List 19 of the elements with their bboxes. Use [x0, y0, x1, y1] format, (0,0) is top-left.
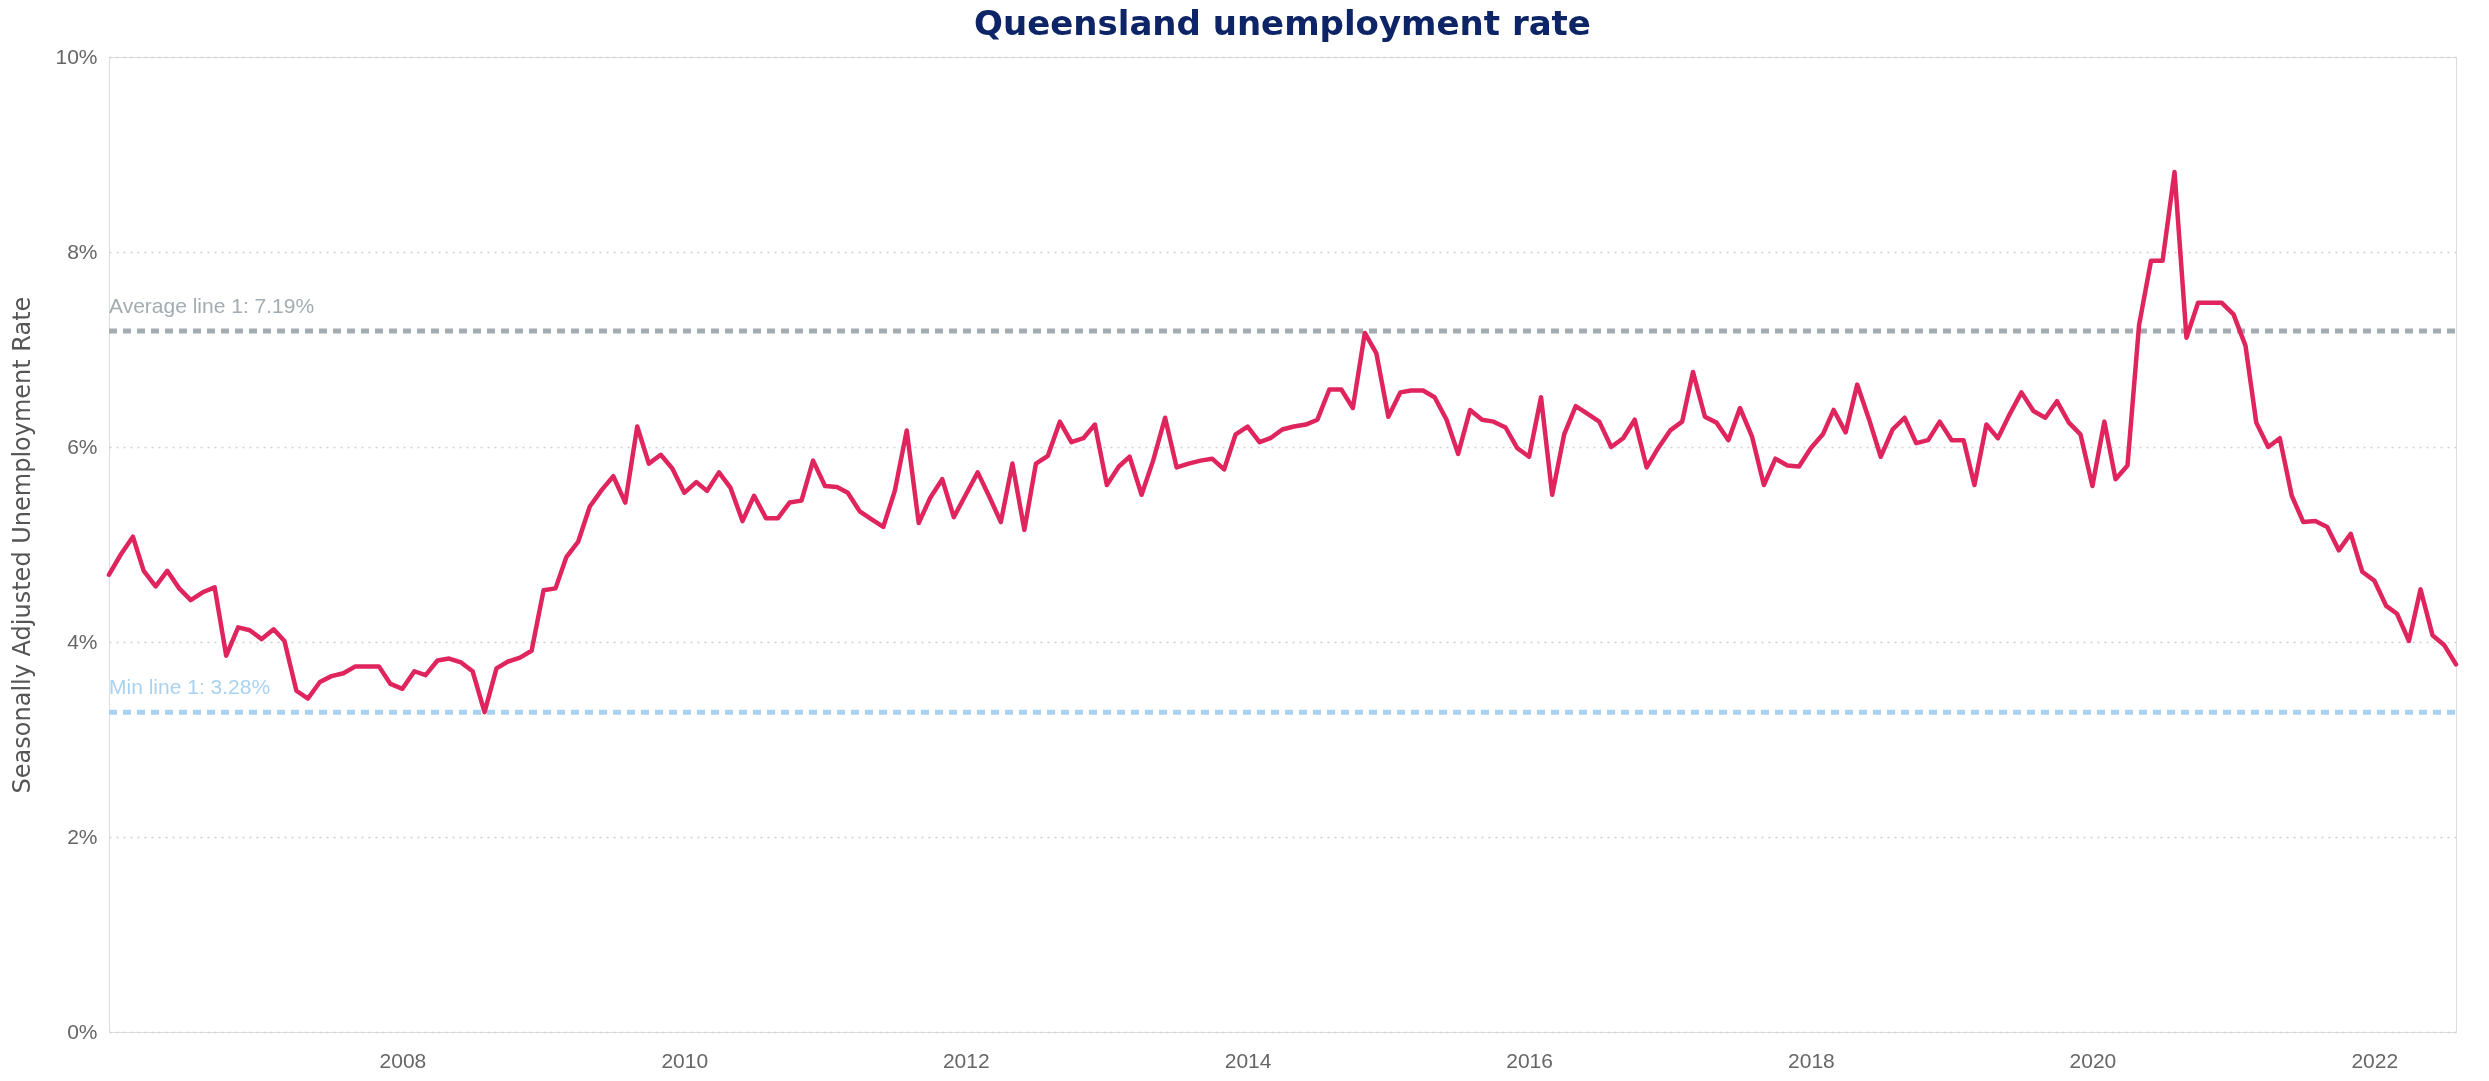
y-tick-label: 8% [67, 239, 98, 263]
x-tick-label: 2008 [379, 1048, 427, 1072]
chart-title: Queensland unemployment rate [974, 3, 1591, 43]
y-tick-label: 4% [67, 629, 98, 653]
y-tick-label: 2% [67, 824, 98, 848]
x-tick-label: 2012 [942, 1048, 990, 1072]
ref-line-label: Min line 1: 3.28% [109, 675, 271, 699]
x-tick-label: 2018 [1788, 1048, 1835, 1072]
ref-line-label: Average line 1: 7.19% [109, 293, 315, 317]
y-tick-label: 6% [67, 434, 98, 458]
x-tick-label: 2022 [2351, 1048, 2399, 1072]
x-tick-label: 2020 [2069, 1048, 2117, 1072]
y-tick-label: 10% [55, 44, 98, 68]
line-series [106, 169, 2459, 715]
x-tick-label: 2010 [661, 1048, 709, 1072]
x-tick-label: 2016 [1506, 1048, 1553, 1072]
x-tick-label: 2014 [1224, 1048, 1272, 1072]
y-axis-title: Seasonally Adjusted Unemployment Rate [8, 296, 37, 794]
y-tick-label: 0% [67, 1019, 98, 1043]
